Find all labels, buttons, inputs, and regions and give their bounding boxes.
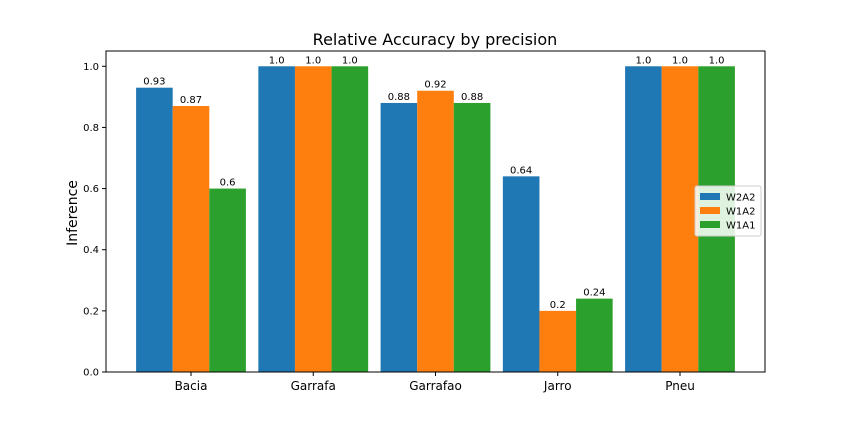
bar-w1a2-bacia: [172, 106, 210, 373]
legend-swatch-w2a2: [700, 193, 720, 200]
y-tick-label: 1.0: [83, 62, 99, 73]
data-label: 0.88: [388, 92, 410, 103]
bar-w1a2-jarro: [539, 310, 577, 372]
bar-w1a1-bacia: [209, 188, 246, 372]
data-label: 1.0: [672, 55, 688, 66]
legend-label: W1A2: [726, 207, 755, 218]
bar-w2a2-pneu: [625, 66, 662, 373]
bar-w1a2-garrafa: [294, 66, 332, 373]
data-label: 1.0: [269, 55, 285, 66]
data-label: 0.93: [143, 77, 165, 88]
data-label: 0.88: [461, 92, 483, 103]
bar-w1a1-garrafa: [331, 66, 369, 373]
data-label: 0.64: [510, 165, 532, 176]
plot-frame: [105, 50, 766, 373]
chart-title: Relative Accuracy by precision: [313, 30, 558, 49]
y-tick-label: 0.8: [83, 123, 99, 134]
y-tick-label: 0.6: [83, 184, 99, 195]
legend-swatch-w1a1: [700, 221, 720, 228]
data-label: 1.0: [635, 55, 651, 66]
bar-w2a2-jarro: [502, 176, 540, 372]
x-tick-label: Pneu: [665, 379, 695, 393]
bar-w2a2-garrafa: [258, 66, 295, 373]
legend-label: W2A2: [726, 193, 755, 204]
x-tick-label: Garrafao: [409, 379, 462, 393]
data-label: 1.0: [342, 55, 358, 66]
data-label: 0.24: [583, 288, 605, 299]
bar-w1a2-pneu: [661, 66, 699, 373]
legend: W2A2 W1A2 W1A1: [694, 185, 762, 237]
legend-label: W1A1: [726, 221, 755, 232]
x-tick-label: Jarro: [543, 379, 572, 393]
y-tick-label: 0.2: [83, 306, 99, 317]
x-tick-label: Bacia: [175, 379, 208, 393]
y-axis-label: Inference: [65, 180, 81, 246]
bar-w1a1-jarro: [576, 298, 613, 372]
bar-w1a1-garrafao: [453, 102, 491, 372]
data-label: 1.0: [709, 55, 725, 66]
data-label: 0.2: [550, 300, 566, 311]
legend-swatch-w1a2: [700, 207, 720, 214]
y-tick-label: 0.4: [83, 245, 99, 256]
bar-w2a2-bacia: [136, 87, 173, 372]
data-label: 0.87: [180, 95, 202, 106]
data-label: 0.6: [220, 178, 236, 189]
data-label: 0.92: [424, 80, 446, 91]
bar-w1a2-garrafao: [417, 90, 454, 372]
data-label: 1.0: [305, 55, 321, 66]
x-tick-label: Garrafa: [291, 379, 336, 393]
bar-w2a2-garrafao: [380, 102, 418, 372]
y-tick-label: 0.0: [83, 368, 99, 379]
plot-area: 0.0 0.2 0.4 0.6 0.8 1.0 0.93 0.87 0.6 Bacia 1.0 1.0…: [83, 55, 735, 393]
